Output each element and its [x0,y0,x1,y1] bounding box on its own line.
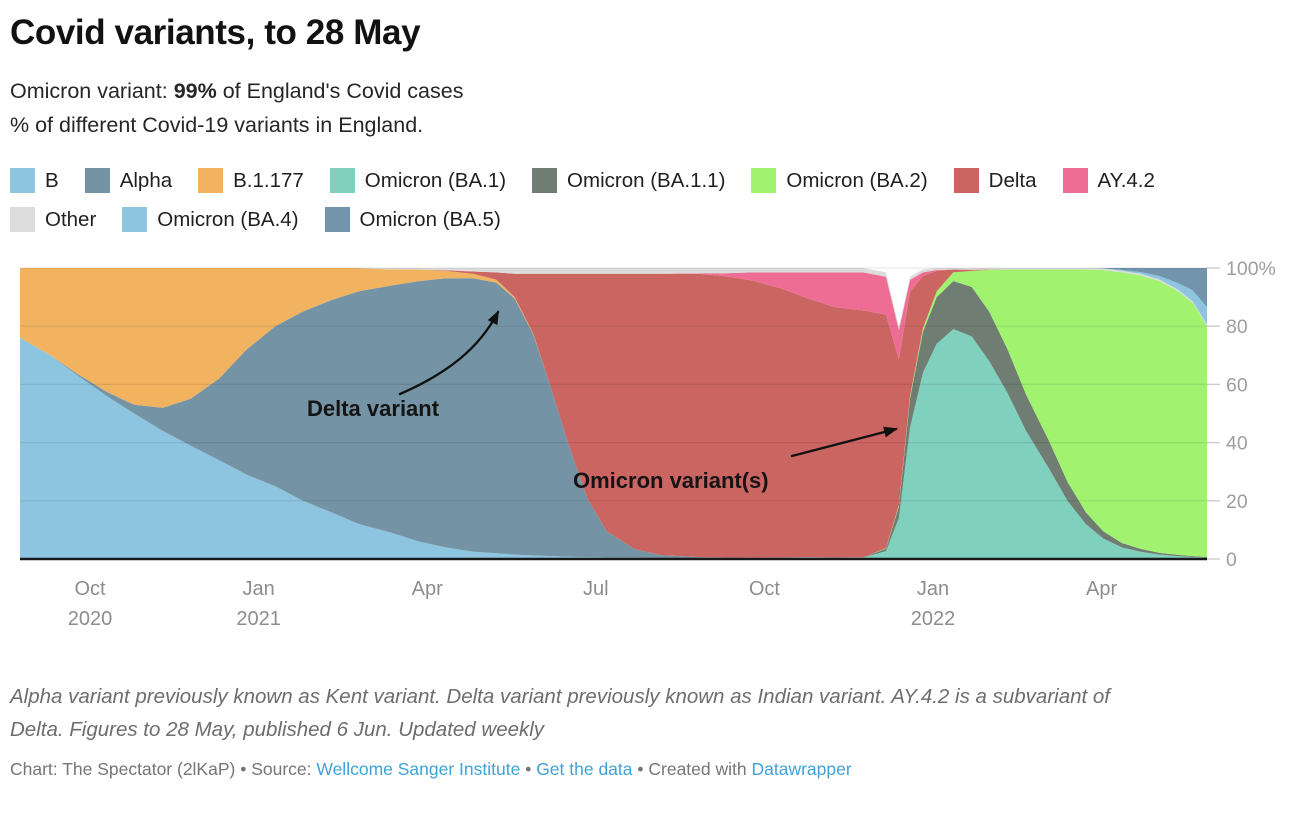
legend-label: Alpha [119,168,173,192]
chart-byline: Chart: The Spectator (2lKaP) • Source: W… [10,759,1280,780]
annotations: Delta variant Omicron variant(s) [307,310,898,493]
chart-footnote: Alpha variant previously known as Kent v… [10,680,1280,746]
subtitle-line-2: % of different Covid-19 variants in Engl… [10,113,424,137]
legend-item: Omicron (BA.1.1) [532,168,725,193]
y-tick-label: 0 [1226,549,1237,571]
legend-swatch [10,168,35,193]
area-omicron-ba-1- [20,268,1207,559]
footnote-line-2: Delta. Figures to 28 May, published 6 Ju… [10,718,545,741]
legend-item: Omicron (BA.5) [324,207,501,232]
area-delta [20,268,1207,558]
datawrapper-link[interactable]: Datawrapper [751,759,852,779]
x-tick-label: Oct [749,578,781,600]
legend-label: Omicron (BA.2) [786,168,928,192]
legend-item: Omicron (BA.2) [751,168,928,193]
x-axis-labels: Oct 2020 Jan 2021 Apr Jul Oct Jan 2022 Apr [68,578,1118,630]
subtitle-prefix: Omicron variant: [10,79,174,103]
source-link[interactable]: Wellcome Sanger Institute [316,759,521,779]
x-tick-label: Apr [412,578,443,600]
legend-item: Other [10,207,96,232]
x-tick-label: Jan [917,578,949,600]
legend-label: Omicron (BA.5) [359,207,501,231]
legend-item: Omicron (BA.4) [122,207,299,232]
legend-swatch [751,168,777,193]
legend-label: Omicron (BA.1) [364,168,507,192]
legend-item: Delta [953,168,1037,193]
legend-label: B.1.177 [233,168,304,192]
legend-label: Other [45,207,97,231]
legend-item: Alpha [84,168,173,193]
area-ay-4-2 [20,268,1207,360]
chart-card: Covid variants, to 28 May Omicron varian… [10,13,1280,780]
variant-area-chart: 0 20 40 60 80 100% Oct 2020 Jan 2021 Apr Jul Oct Jan 2… [10,254,1280,634]
chart-legend: B Alpha B.1.177 Omicron (BA.1) Omicron (BA.1… [10,168,1280,232]
legend-label: Delta [988,168,1037,192]
legend-label: B [45,168,59,192]
legend-swatch [84,168,110,193]
legend-label: Omicron (BA.1.1) [567,168,726,192]
x-tick-label: Oct [74,578,106,600]
subtitle-suffix: of England's Covid cases [216,79,464,103]
annotation-arrow [790,426,898,458]
legend-label: Omicron (BA.4) [157,207,299,231]
legend-swatch [329,168,355,193]
legend-item: B.1.177 [198,168,304,193]
separator: • [520,759,537,779]
legend-item: AY.4.2 [1062,168,1155,193]
get-data-link[interactable]: Get the data [536,759,633,779]
x-tick-year: 2022 [911,608,956,630]
area-omicron-ba-2- [20,268,1207,558]
legend-row: Other Omicron (BA.4) Omicron (BA.5) [10,207,1280,232]
chart-subtitle: Omicron variant: 99% of England's Covid … [10,74,1280,142]
credit-text: Chart: The Spectator (2lKaP) • Source: [10,759,317,779]
chart-svg: 0 20 40 60 80 100% Oct 2020 Jan 2021 Apr Jul Oct Jan 2… [20,258,1276,630]
y-tick-label: 60 [1226,374,1248,396]
y-tick-label: 80 [1226,316,1248,338]
legend-swatch [10,207,35,232]
legend-item: Omicron (BA.1) [329,168,507,193]
x-tick-label: Jul [583,578,609,600]
y-tick-label: 40 [1226,433,1248,455]
legend-row: B Alpha B.1.177 Omicron (BA.1) Omicron (BA.1… [10,168,1280,193]
y-tick-label: 20 [1226,491,1248,513]
page-title: Covid variants, to 28 May [10,13,421,52]
stacked-areas [20,268,1207,559]
legend-swatch [324,207,350,232]
subtitle-highlight: 99% [173,79,217,103]
legend-swatch [532,168,558,193]
legend-swatch [198,168,224,193]
subtitle-line-1: Omicron variant: 99% of England's Covid … [10,74,1280,108]
legend-label: AY.4.2 [1097,168,1155,192]
footnote-line-1: Alpha variant previously known as Kent v… [10,685,1111,708]
legend-swatch [122,207,148,232]
legend-item: B [10,168,59,193]
annotation-label: Delta variant [307,396,440,421]
area-alpha [20,278,1207,559]
gridlines: 0 20 40 60 80 100% [20,258,1276,571]
legend-swatch [953,168,979,193]
created-with-text: • Created with [632,759,752,779]
annotation-label: Omicron variant(s) [573,468,769,493]
x-tick-year: 2021 [236,608,281,630]
x-tick-label: Apr [1086,578,1117,600]
x-tick-year: 2020 [68,608,113,630]
annotation-arrow [398,310,500,396]
area-b-1-177 [20,268,1207,559]
legend-swatch [1062,168,1088,193]
x-tick-label: Jan [242,578,274,600]
y-tick-label: 100% [1226,258,1276,280]
area-b [20,337,1207,559]
